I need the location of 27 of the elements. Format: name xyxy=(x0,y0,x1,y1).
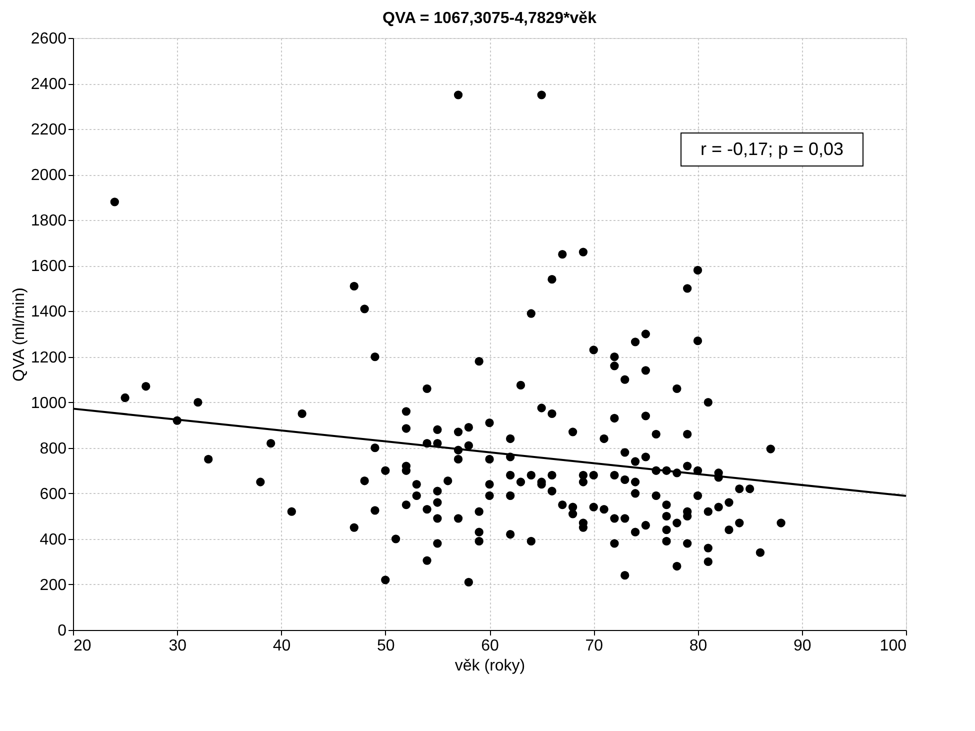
x-tick-label: 90 xyxy=(793,638,812,654)
x-tick-label: 50 xyxy=(376,638,395,654)
x-tick-label: 40 xyxy=(272,638,291,654)
y-tick-label: 1800 xyxy=(30,212,67,230)
x-axis-title: věk (roky) xyxy=(454,658,526,674)
y-tick-label: 800 xyxy=(40,440,67,458)
x-tick-label: 30 xyxy=(168,638,187,654)
y-tick-label: 400 xyxy=(40,531,67,548)
y-tick-label: 2200 xyxy=(30,122,67,139)
y-tick-label: 2400 xyxy=(30,76,67,94)
y-tick-label: 0 xyxy=(58,622,67,640)
x-tick-label: 70 xyxy=(585,638,604,654)
chart-title: QVA = 1067,3075-4,7829*věk xyxy=(382,10,597,27)
y-tick-label: 2600 xyxy=(30,30,67,48)
y-tick-label: 1400 xyxy=(30,304,67,321)
x-tick-label: 100 xyxy=(880,638,907,654)
y-tick-label: 1600 xyxy=(30,258,67,276)
annotation: r = -0,17; p = 0,03 xyxy=(700,139,844,159)
y-tick-label: 1000 xyxy=(30,394,67,412)
y-tick-label: 2000 xyxy=(30,167,67,184)
x-tick-label: 80 xyxy=(689,638,708,654)
y-tick-label: 200 xyxy=(40,576,67,594)
x-tick-label: 60 xyxy=(481,638,499,654)
y-axis-title: QVA (ml/min) xyxy=(10,288,28,382)
y-tick-label: 600 xyxy=(40,486,67,503)
x-tick-label: 20 xyxy=(74,638,92,654)
y-tick-label: 1200 xyxy=(30,349,67,366)
